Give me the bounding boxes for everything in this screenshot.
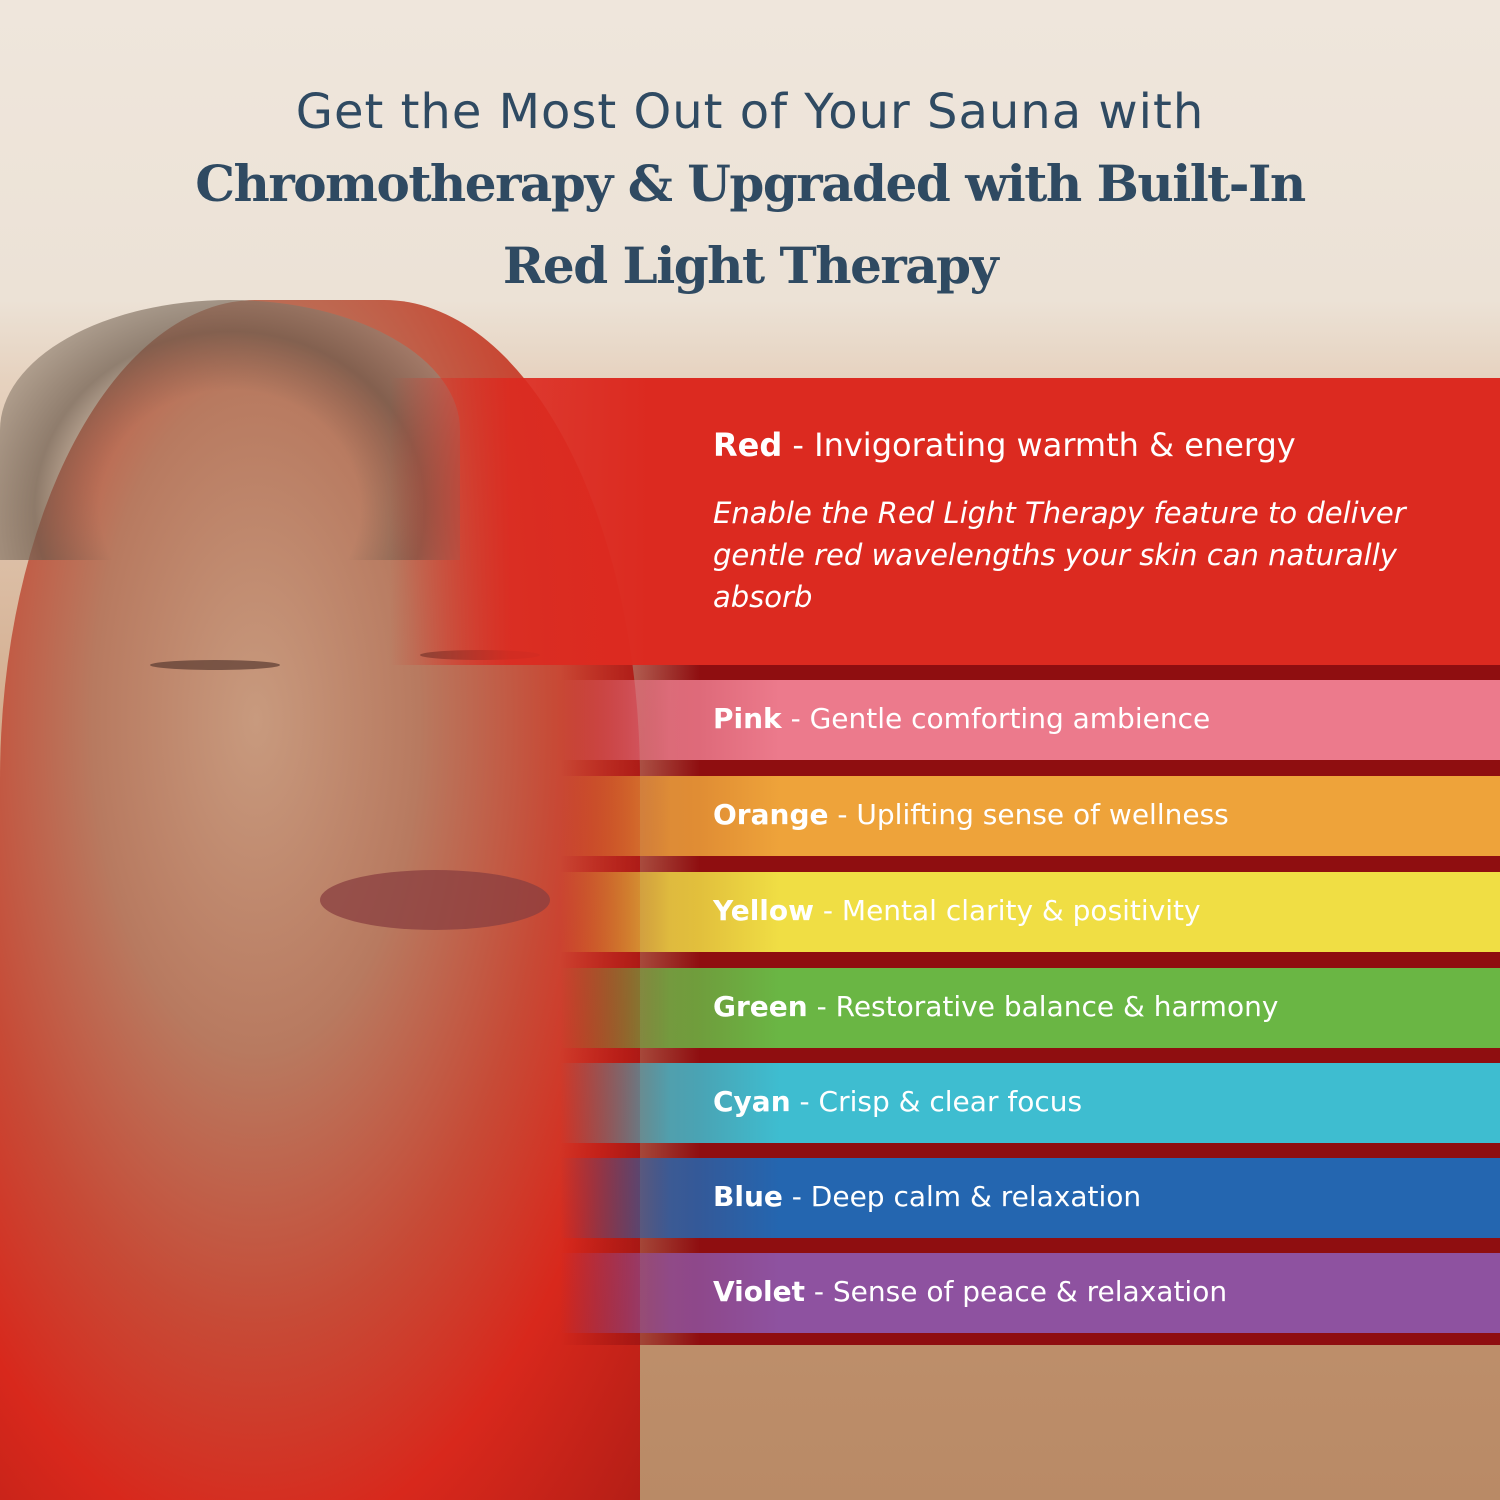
color-name: Blue <box>713 1180 783 1213</box>
color-band-blue <box>560 1158 1500 1238</box>
color-benefit: Crisp & clear focus <box>818 1085 1083 1118</box>
red-light-panel <box>390 378 1500 665</box>
color-benefit: Restorative balance & harmony <box>835 990 1279 1023</box>
color-benefit: Gentle comforting ambience <box>809 702 1211 735</box>
color-name: Violet <box>713 1275 805 1308</box>
color-band-yellow <box>560 872 1500 952</box>
color-band-pink <box>560 680 1500 760</box>
heading-line-2: Chromotherapy & Upgraded with Built-In <box>195 154 1306 213</box>
color-name: Green <box>713 990 808 1023</box>
color-name: Red <box>713 426 783 464</box>
color-benefit: Sense of peace & relaxation <box>832 1275 1228 1308</box>
color-benefit: Deep calm & relaxation <box>810 1180 1142 1213</box>
color-band-violet <box>560 1253 1500 1333</box>
color-name: Cyan <box>713 1085 791 1118</box>
color-name: Yellow <box>713 894 814 927</box>
color-band-green <box>560 968 1500 1048</box>
color-benefit: Uplifting sense of wellness <box>856 798 1229 831</box>
color-label-pink: Pink - Gentle comforting ambience <box>713 702 1483 735</box>
separator: - <box>782 426 815 464</box>
separator: - <box>807 990 836 1023</box>
color-band-orange <box>560 776 1500 856</box>
color-label-blue: Blue - Deep calm & relaxation <box>713 1180 1483 1213</box>
color-label-orange: Orange - Uplifting sense of wellness <box>713 798 1483 831</box>
color-band-cyan <box>560 1063 1500 1143</box>
closed-eye-left <box>150 660 280 670</box>
separator: - <box>781 702 810 735</box>
color-name: Pink <box>713 702 782 735</box>
separator: - <box>814 894 842 927</box>
color-label-violet: Violet - Sense of peace & relaxation <box>713 1275 1483 1308</box>
red-description: Enable the Red Light Therapy feature to … <box>713 496 1406 614</box>
separator: - <box>804 1275 833 1308</box>
color-benefit: Invigorating warmth & energy <box>814 426 1296 464</box>
color-benefit: Mental clarity & positivity <box>841 894 1201 927</box>
separator: - <box>828 798 857 831</box>
lips <box>320 870 550 930</box>
color-label-yellow: Yellow - Mental clarity & positivity <box>713 894 1483 927</box>
hair <box>0 300 460 560</box>
color-label-green: Green - Restorative balance & harmony <box>713 990 1483 1023</box>
red-heading: Red - Invigorating warmth & energy <box>713 426 1483 464</box>
separator: - <box>790 1085 819 1118</box>
heading-line-3: Red Light Therapy <box>502 236 999 295</box>
color-label-cyan: Cyan - Crisp & clear focus <box>713 1085 1483 1118</box>
heading-line-1: Get the Most Out of Your Sauna with <box>295 84 1205 140</box>
color-name: Orange <box>713 798 829 831</box>
separator: - <box>782 1180 811 1213</box>
